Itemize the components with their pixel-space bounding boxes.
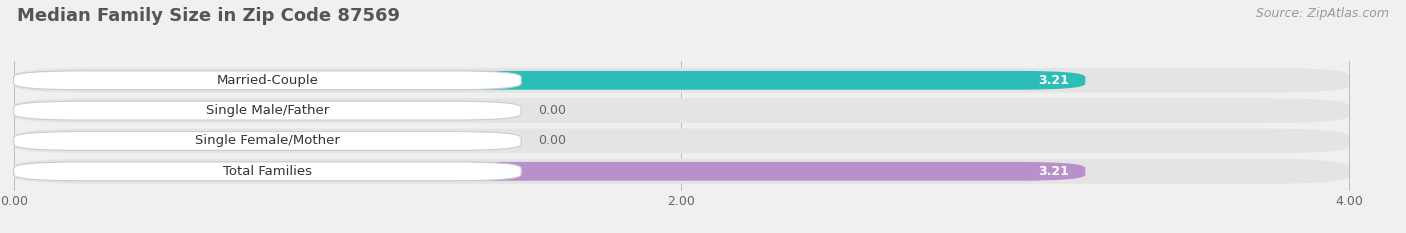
Text: 3.21: 3.21: [1038, 165, 1069, 178]
FancyBboxPatch shape: [14, 132, 522, 150]
Text: 3.21: 3.21: [1038, 74, 1069, 87]
FancyBboxPatch shape: [14, 71, 1085, 90]
Text: 0.00: 0.00: [538, 104, 565, 117]
FancyBboxPatch shape: [14, 98, 1350, 123]
Text: 0.00: 0.00: [538, 134, 565, 147]
Text: Median Family Size in Zip Code 87569: Median Family Size in Zip Code 87569: [17, 7, 399, 25]
FancyBboxPatch shape: [14, 162, 522, 181]
Text: Single Male/Father: Single Male/Father: [205, 104, 329, 117]
Text: Total Families: Total Families: [224, 165, 312, 178]
FancyBboxPatch shape: [14, 101, 522, 120]
FancyBboxPatch shape: [14, 129, 1350, 154]
Text: Single Female/Mother: Single Female/Mother: [195, 134, 340, 147]
Text: Married-Couple: Married-Couple: [217, 74, 318, 87]
FancyBboxPatch shape: [14, 68, 1350, 93]
FancyBboxPatch shape: [14, 162, 1085, 181]
Text: Source: ZipAtlas.com: Source: ZipAtlas.com: [1256, 7, 1389, 20]
FancyBboxPatch shape: [14, 159, 1350, 184]
FancyBboxPatch shape: [14, 71, 522, 90]
